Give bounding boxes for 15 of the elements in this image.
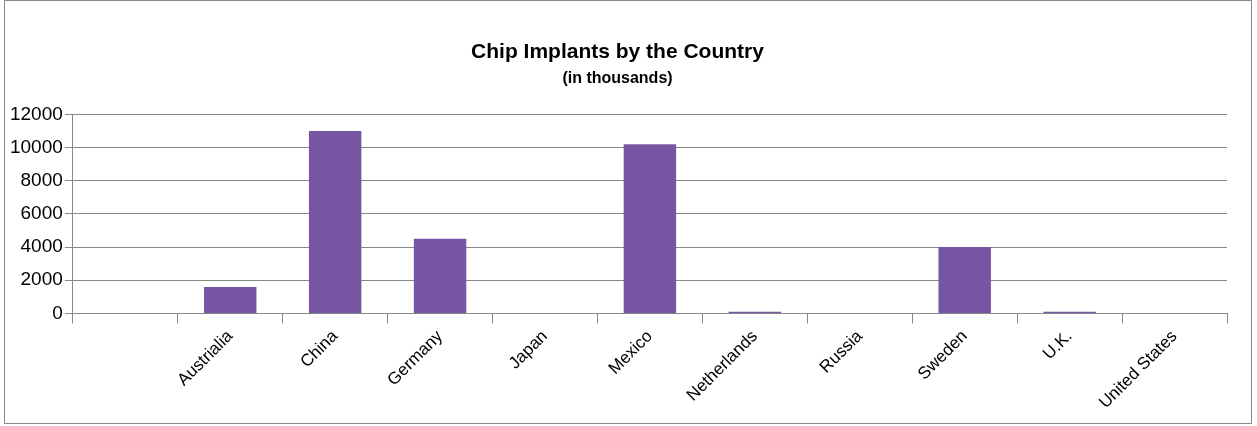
y-tick-label: 0: [52, 301, 63, 323]
y-tick-label: 10000: [9, 135, 63, 157]
x-tick-label: U.K.: [1038, 326, 1076, 364]
bar: [203, 286, 257, 313]
y-tick-label: 12000: [9, 102, 63, 124]
chart-subtitle: (in thousands): [562, 69, 673, 87]
y-tick-label: 4000: [20, 235, 63, 257]
y-tick-label: 8000: [20, 168, 63, 190]
y-tick-label: 2000: [20, 268, 63, 290]
bar: [623, 144, 677, 313]
bar: [308, 130, 362, 313]
bar: [413, 238, 467, 313]
bar: [938, 247, 991, 313]
chart-title: Chip Implants by the Country: [471, 39, 765, 63]
y-tick-label: 6000: [20, 202, 63, 224]
